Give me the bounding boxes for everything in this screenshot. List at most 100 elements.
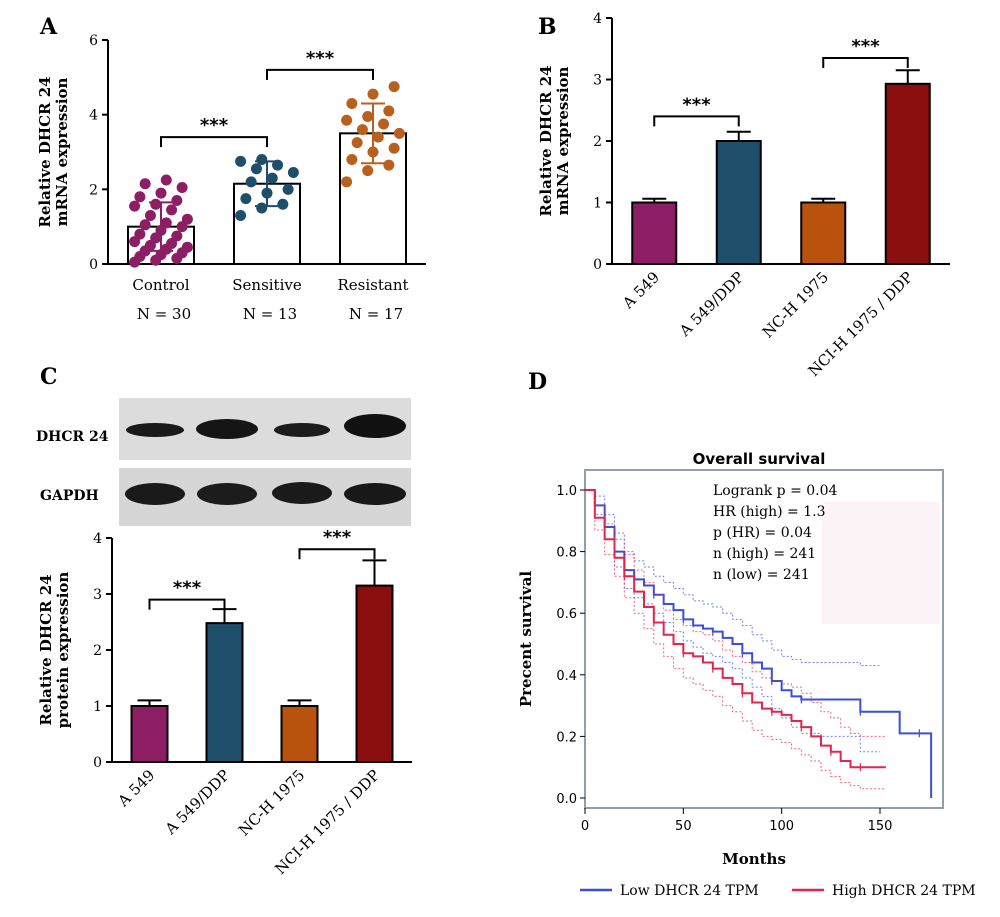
blot-label-gapdh: GAPDH	[40, 488, 99, 504]
data-point	[181, 213, 193, 225]
blot-band	[125, 483, 185, 505]
data-point	[134, 191, 146, 203]
bar	[205, 622, 244, 763]
significance-label: ***	[682, 94, 711, 115]
n-label: N = 13	[243, 305, 297, 323]
data-point	[250, 163, 262, 175]
bar	[800, 201, 847, 265]
y-axis-title: Relative DHCR 24protein expression	[37, 572, 72, 729]
x-category-label: A 549	[618, 268, 663, 313]
data-point	[388, 142, 400, 154]
data-point	[356, 124, 368, 136]
data-point	[261, 187, 273, 199]
data-point	[144, 209, 156, 221]
x-category-label: Resistant	[337, 276, 408, 294]
data-point	[235, 155, 247, 167]
significance-bracket	[148, 598, 226, 610]
bar	[280, 705, 319, 763]
chart-panel-c: 0 1 2 3 4 Relative DHCR 24protein expression A…	[37, 527, 412, 878]
y-tick-label: 0.6	[556, 607, 577, 622]
legend-label: Low DHCR 24 TPM	[620, 883, 759, 899]
chart-panel-a: 0 2 4 6 Relative DHCR 24mRNA expression Contr…	[36, 33, 426, 323]
x-category-label: NC-H 1975	[235, 766, 308, 839]
significance-bracket	[160, 136, 268, 148]
data-point	[245, 176, 257, 188]
plot-frame	[584, 469, 944, 809]
chart-panel-d: Overall survival 0 50 100 150 0.0 0.2 0.4 0.6 0.8…	[517, 450, 976, 899]
data-point	[277, 198, 289, 210]
significance-label: ***	[851, 36, 880, 57]
x-category-label: A 549/DDP	[161, 766, 233, 838]
blot-band	[196, 419, 258, 439]
data-point	[134, 228, 146, 240]
data-point	[171, 230, 183, 242]
y-tick-label: 1	[593, 196, 602, 212]
significance-bracket	[822, 56, 909, 68]
chart-panel-b: 0 1 2 3 4 Relative DHCR 24mRNA expression A 54…	[537, 11, 950, 380]
y-tick-label: 1	[93, 699, 102, 715]
blot-band	[272, 482, 332, 504]
bar	[884, 82, 931, 266]
x-category-label: A 549/DDP	[675, 268, 747, 340]
data-point	[346, 153, 358, 165]
data-point	[346, 97, 358, 109]
ci-upper-line	[585, 489, 886, 737]
data-point	[150, 198, 162, 210]
data-point	[139, 219, 151, 231]
data-point	[341, 176, 353, 188]
significance-label: ***	[306, 48, 335, 69]
bar	[355, 584, 394, 763]
y-axis-title: Precent survival	[517, 571, 535, 708]
y-tick-label: 0	[89, 257, 98, 273]
data-point	[383, 159, 395, 171]
x-tick-label: 0	[581, 819, 589, 834]
data-point	[139, 178, 151, 190]
n-label: N = 30	[137, 305, 191, 323]
x-category-label: NC-H 1975	[759, 268, 832, 341]
data-point	[176, 181, 188, 193]
data-point	[341, 114, 353, 126]
x-axis-title: Months	[722, 850, 786, 868]
data-point	[155, 187, 167, 199]
y-tick-label: 0	[93, 755, 102, 771]
stat-line: HR (high) = 1.3	[713, 504, 826, 520]
bar	[631, 201, 678, 265]
y-tick-label: 2	[93, 643, 102, 659]
y-tick-label: 0.8	[556, 546, 577, 561]
panel-letter-c: C	[40, 364, 58, 390]
x-category-label: Control	[132, 276, 189, 294]
y-tick-label: 6	[89, 33, 98, 49]
y-axis-title-line1: Relative DHCR 24	[36, 76, 54, 227]
significance-bracket	[298, 548, 376, 560]
panel-letter-b: B	[538, 14, 557, 40]
y-tick-label: 3	[593, 73, 602, 89]
data-point	[240, 193, 252, 205]
legend-shade	[822, 502, 940, 624]
y-tick-label: 0	[593, 257, 602, 273]
x-tick-label: 150	[868, 819, 893, 834]
x-tick-label: 100	[769, 819, 794, 834]
data-point	[362, 111, 374, 123]
y-axis-title-line2: mRNA expression	[554, 66, 572, 215]
data-point	[129, 200, 141, 212]
data-point	[272, 159, 284, 171]
ci-lower-line	[585, 489, 880, 753]
stat-line: Logrank p = 0.04	[713, 483, 838, 499]
data-point	[378, 118, 390, 130]
data-point	[367, 146, 379, 158]
data-point	[388, 81, 400, 93]
y-tick-label: 2	[593, 134, 602, 150]
significance-bracket	[266, 68, 374, 80]
significance-label: ***	[323, 527, 352, 548]
stat-line: n (high) = 241	[713, 546, 816, 562]
x-tick-label: 50	[675, 819, 692, 834]
stat-line: p (HR) = 0.04	[713, 525, 812, 541]
y-axis-title-line2: protein expression	[54, 572, 72, 729]
y-axis-title-line1: Relative DHCR 24	[37, 574, 55, 725]
y-axis-title-line2: mRNA expression	[53, 77, 71, 226]
chart-title: Overall survival	[693, 450, 826, 468]
western-blot: DHCR 24 GAPDH	[36, 398, 411, 526]
panel-letter-d: D	[528, 369, 547, 395]
data-point	[171, 195, 183, 207]
panel-letter-a: A	[39, 14, 58, 40]
